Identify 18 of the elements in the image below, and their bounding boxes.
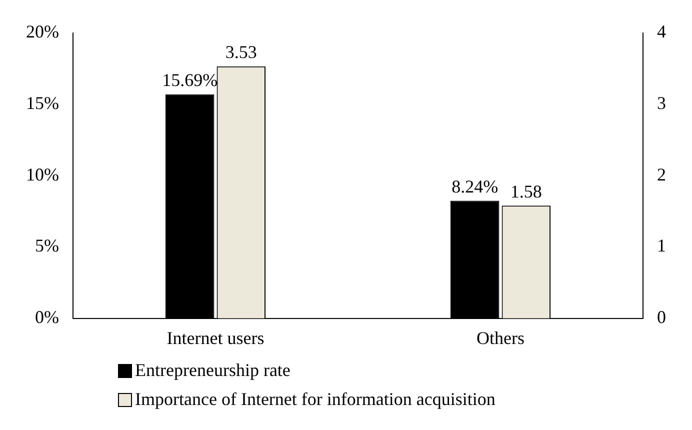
y2-tick-label: 3 [657,92,666,113]
y-tick-label: 15% [26,92,59,113]
legend-label: Importance of Internet for information acquisition [135,389,496,410]
y-tick-label: 10% [26,164,59,184]
x-tick-label: Others [476,328,524,348]
y-tick-label: 5% [34,236,59,256]
legend-label: Entrepreneurship rate [135,360,290,381]
x-tick-label: Internet users [166,328,264,348]
data-label: 3.53 [225,42,257,62]
data-label: 15.69% [162,70,218,90]
y-tick-label: 0% [34,307,59,328]
y-tick-label: 20% [26,22,59,42]
data-label: 8.24% [452,176,498,196]
y2-tick-label: 0 [657,307,666,328]
data-label: 1.58 [510,181,542,202]
y2-tick-label: 2 [657,164,666,184]
y2-tick-label: 1 [657,236,666,256]
y2-tick-label: 4 [657,22,666,42]
